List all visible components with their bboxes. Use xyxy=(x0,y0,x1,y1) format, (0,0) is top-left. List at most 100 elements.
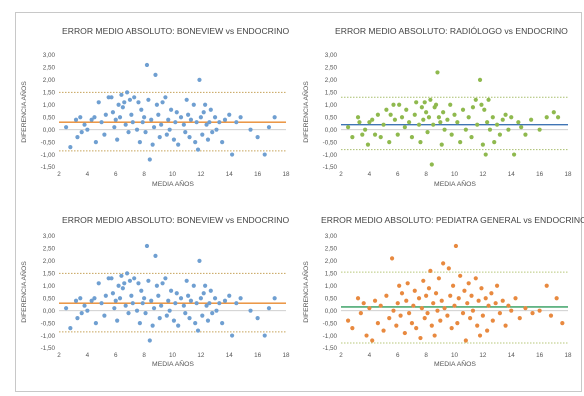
y-tick-label: -1,00 xyxy=(323,333,338,340)
data-point xyxy=(391,102,396,107)
data-point xyxy=(173,301,178,306)
x-tick-label: 2 xyxy=(57,171,61,178)
data-point xyxy=(166,298,171,303)
data-point xyxy=(486,303,491,308)
data-point xyxy=(222,298,228,303)
data-point xyxy=(358,311,363,316)
y-tick-label: -1,50 xyxy=(41,345,56,352)
data-point xyxy=(229,152,235,157)
data-point xyxy=(193,321,198,326)
data-point xyxy=(480,142,485,147)
data-point xyxy=(441,261,446,266)
data-point xyxy=(82,303,87,308)
data-point xyxy=(452,303,457,308)
data-point xyxy=(203,283,208,288)
x-tick-label: 14 xyxy=(226,171,234,178)
data-point xyxy=(402,330,407,336)
data-point xyxy=(137,321,142,326)
data-point xyxy=(355,115,361,120)
data-point xyxy=(554,296,559,301)
x-tick-label: 14 xyxy=(508,171,516,178)
data-point xyxy=(119,273,124,278)
data-point xyxy=(407,311,412,316)
data-point xyxy=(176,323,181,328)
data-point xyxy=(262,152,267,157)
data-point xyxy=(494,122,500,127)
y-tick-label: 2,00 xyxy=(325,258,338,265)
data-point xyxy=(188,117,194,122)
data-point xyxy=(405,281,410,286)
data-point xyxy=(110,110,116,115)
data-point xyxy=(438,120,443,125)
data-point xyxy=(468,316,473,321)
data-point xyxy=(201,110,206,115)
data-point xyxy=(110,291,116,296)
x-tick-label: 4 xyxy=(86,352,90,359)
y-tick-label: 1,50 xyxy=(43,90,56,97)
data-point xyxy=(214,308,219,313)
data-point xyxy=(109,95,114,100)
data-point xyxy=(146,97,151,102)
data-point xyxy=(73,117,79,122)
data-point xyxy=(426,115,432,120)
data-point xyxy=(392,117,398,122)
data-point xyxy=(470,105,476,110)
data-point xyxy=(424,293,429,298)
y-tick-label: 1,50 xyxy=(325,271,338,278)
data-point xyxy=(93,321,98,326)
data-point xyxy=(163,95,168,100)
y-tick-label: 0,00 xyxy=(325,127,338,134)
data-point xyxy=(486,97,491,102)
data-point xyxy=(195,328,201,333)
data-point xyxy=(475,122,480,127)
data-point xyxy=(517,316,522,321)
y-axis-label: DIFERENCIA AÑOS xyxy=(19,81,28,143)
data-point xyxy=(357,120,362,125)
data-point xyxy=(429,323,434,328)
y-tick-label: 0,50 xyxy=(325,295,338,302)
data-point xyxy=(455,120,460,125)
data-point xyxy=(404,298,409,303)
data-point xyxy=(490,115,495,120)
data-point xyxy=(497,311,502,316)
data-point xyxy=(421,117,426,122)
data-point xyxy=(153,253,158,259)
data-point xyxy=(506,127,511,132)
data-point xyxy=(137,140,142,145)
y-tick-label: 0,00 xyxy=(43,127,56,134)
data-point xyxy=(157,316,162,321)
data-point xyxy=(75,316,80,321)
data-point xyxy=(220,321,225,326)
x-tick-label: 2 xyxy=(339,352,343,359)
y-tick-label: 2,50 xyxy=(325,246,338,253)
data-point xyxy=(381,328,386,333)
data-point xyxy=(127,97,133,102)
x-tick-label: 8 xyxy=(142,352,146,359)
data-point xyxy=(462,288,467,293)
data-point xyxy=(214,127,219,132)
chart-title: ERROR MEDIO ABSOLUTO: BONEVIEW vs ENDOCR… xyxy=(62,26,289,36)
data-point xyxy=(144,243,150,249)
data-point xyxy=(125,271,130,276)
data-point xyxy=(490,318,495,323)
y-tick-label: 1,00 xyxy=(43,102,56,109)
data-point xyxy=(466,115,471,120)
data-point xyxy=(204,122,209,127)
data-point xyxy=(144,62,150,68)
data-point xyxy=(136,100,141,105)
x-tick-label: 4 xyxy=(368,352,372,359)
data-point xyxy=(350,325,355,331)
chart-title: ERROR MEDIO ABSOLUTO: PEDIATRA GENERAL v… xyxy=(321,215,584,225)
data-point xyxy=(398,313,403,318)
x-tick-label: 10 xyxy=(169,171,177,178)
data-point xyxy=(448,102,453,107)
data-point xyxy=(163,276,168,281)
x-tick-label: 14 xyxy=(508,352,516,359)
data-point xyxy=(479,102,484,107)
data-point xyxy=(483,296,488,301)
data-point xyxy=(79,130,84,135)
data-point xyxy=(166,117,171,122)
data-point xyxy=(115,318,120,323)
data-point xyxy=(442,306,447,311)
x-tick-label: 12 xyxy=(479,171,487,178)
